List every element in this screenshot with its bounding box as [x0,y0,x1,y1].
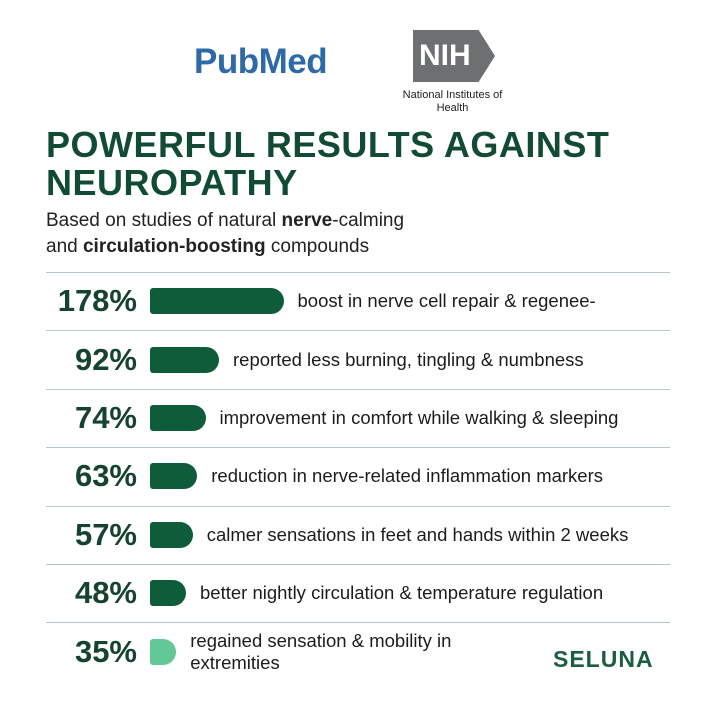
value-label: 92% [74,341,137,377]
row-divider [46,272,670,273]
subtitle-part: Based on studies of natural [46,210,282,231]
bar-description: improvement in comfort while walking & s… [219,406,619,428]
bar-description: calmer sensations in feet and hands with… [206,523,629,545]
value-label: 74% [74,400,137,435]
subtitle-part: and [46,236,83,257]
bar [150,521,193,548]
subtitle-part: nerve [281,210,333,231]
pubmed-logo: PubMed [194,42,328,81]
value-label: 178% [57,283,137,319]
row-divider [46,505,670,507]
value-label: 35% [74,633,137,669]
bar-description: regained sensation & mobility in extremi… [190,629,452,673]
subtitle-part: circulation-boosting [82,236,266,257]
bar [150,346,219,373]
nih-name: National Institutes of Health [402,89,503,114]
subtitle-part: -calming [332,210,405,231]
bar [150,405,206,431]
value-label: 57% [74,516,137,552]
bar-description: better nightly circulation & temperature… [200,582,604,604]
nih-logo: NIH [413,30,495,82]
chart-title: POWERFUL RESULTS AGAINST NEUROPATHY [46,124,610,203]
row-divider [46,330,670,332]
bar-description: reported less burning, tingling & numbne… [233,348,584,370]
value-label: 63% [74,458,137,494]
bar-description: boost in nerve cell repair & regenee- [297,290,596,312]
bar-description: reduction in nerve-related inflammation … [211,465,604,487]
bar [150,288,284,315]
row-divider [46,388,670,390]
subtitle-part: compounds [265,236,370,257]
bar [150,580,186,607]
subtitle: Based on studies of natural nerve-calmin… [46,208,404,260]
row-divider [46,447,670,449]
value-label: 48% [74,575,137,611]
row-divider [46,564,670,565]
bar [150,463,198,490]
bar [150,638,177,665]
row-divider [46,622,670,624]
brand: SELUNA [553,646,654,672]
